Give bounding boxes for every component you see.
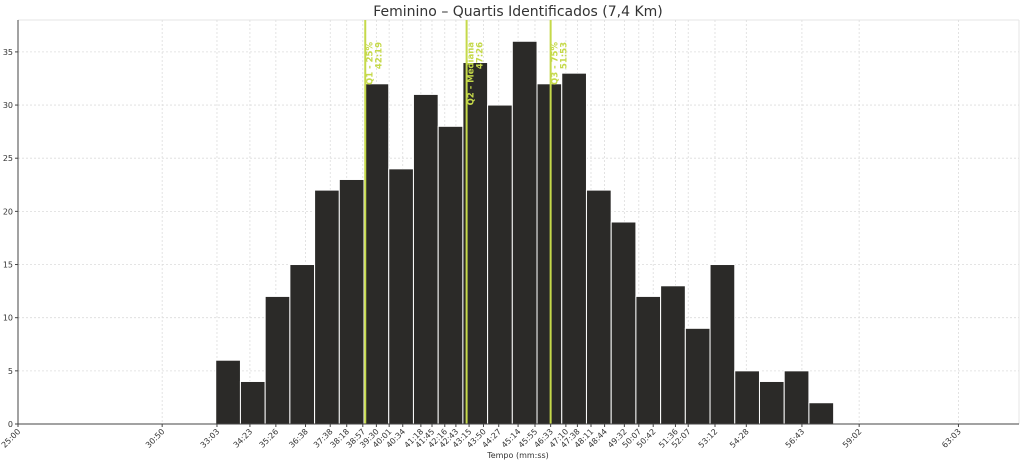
quartile-time-label: 42:19	[374, 42, 384, 69]
x-tick-label: 56:43	[784, 427, 807, 450]
histogram-bar	[289, 264, 316, 425]
histogram-bar	[412, 93, 439, 425]
y-tick-label: 30	[3, 101, 13, 110]
y-tick-label: 10	[3, 314, 13, 323]
x-tick-label: 63:03	[940, 427, 963, 450]
histogram-bar	[758, 380, 785, 425]
quartile-name-label: Q1 - 25%	[365, 42, 375, 85]
histogram-bar	[536, 83, 563, 425]
histogram-bar	[660, 285, 686, 425]
x-tick-label: 25:00	[0, 427, 22, 450]
y-tick-label: 25	[3, 154, 13, 163]
x-tick-label: 30:50	[144, 427, 167, 450]
quartile-time-label: 51:53	[560, 42, 570, 69]
histogram-bar	[239, 380, 266, 425]
histogram-bar	[437, 125, 464, 425]
histogram-bar	[684, 327, 711, 425]
histogram-bar	[363, 83, 390, 425]
x-tick-label: 36:38	[287, 427, 310, 450]
x-axis-title: Tempo (mm:ss)	[486, 451, 549, 460]
histogram-bar	[585, 189, 612, 425]
histogram-bar	[487, 104, 513, 425]
histogram-bar	[215, 359, 241, 425]
histogram-bar	[734, 370, 760, 425]
histogram-bar	[610, 221, 637, 425]
quartile-layer: Q1 - 25% 42:19 Q2 - Mediana 47:26 Q3 - 75% 51…	[364, 20, 570, 424]
x-tick-label: 54:28	[728, 427, 751, 450]
chart-title: Feminino – Quartis Identificados (7,4 Km…	[373, 4, 663, 20]
x-tick-label: 53:12	[697, 427, 720, 450]
histogram-bar	[511, 40, 538, 425]
histogram-bar	[338, 178, 365, 425]
histogram-bar	[314, 189, 340, 425]
histogram-bar	[783, 370, 810, 425]
histogram-bar	[709, 264, 736, 425]
bar-layer	[215, 40, 835, 425]
y-tick-label: 20	[3, 207, 13, 216]
y-tick-label: 15	[3, 261, 13, 270]
quartile-name-label: Q3 - 75%	[551, 42, 561, 85]
x-tick-label: 33:03	[199, 427, 222, 450]
x-tick-label: 59:02	[841, 427, 864, 450]
x-tick-label: 35:26	[258, 427, 281, 450]
quartile-name-label: Q2 - Mediana	[467, 42, 477, 106]
y-tick-label: 5	[8, 367, 13, 376]
x-tick-label: 34:23	[232, 427, 255, 450]
histogram-bar	[561, 72, 587, 425]
y-tick-label: 0	[8, 420, 13, 429]
quartile-time-label: 47:26	[476, 42, 486, 69]
y-tick-label: 35	[3, 48, 13, 57]
histogram-bar	[635, 295, 662, 425]
histogram-bar	[264, 295, 291, 425]
histogram-bar	[388, 168, 414, 425]
histogram-bar	[808, 402, 835, 425]
